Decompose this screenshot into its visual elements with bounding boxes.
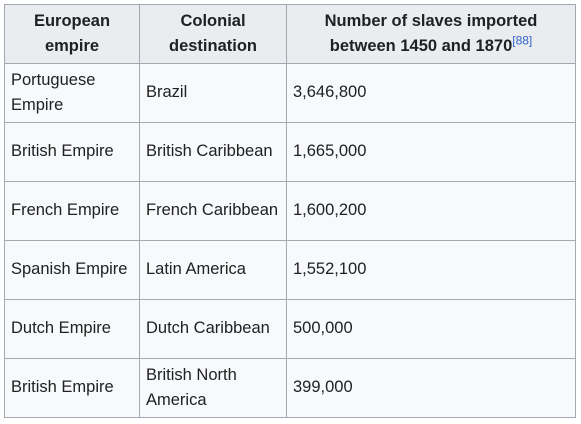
cell-destination: Brazil: [139, 63, 287, 123]
cell-empire: Spanish Empire: [4, 240, 140, 300]
table-container: European empire Colonial destination Num…: [4, 4, 576, 418]
cell-destination: Latin America: [139, 240, 287, 300]
table-row: British Empire British North America 399…: [4, 358, 576, 418]
cell-empire: British Empire: [4, 122, 140, 182]
cell-destination: British North America: [139, 358, 287, 418]
table-row: Spanish Empire Latin America 1,552,100: [4, 240, 576, 300]
cell-slaves: 1,600,200: [286, 181, 576, 241]
cell-destination: British Caribbean: [139, 122, 287, 182]
table-row: French Empire French Caribbean 1,600,200: [4, 181, 576, 241]
cell-destination: French Caribbean: [139, 181, 287, 241]
header-colonial-destination[interactable]: Colonial destination: [139, 4, 287, 64]
cell-empire: French Empire: [4, 181, 140, 241]
cell-empire: Portuguese Empire: [4, 63, 140, 123]
cell-slaves: 1,665,000: [286, 122, 576, 182]
cell-slaves: 3,646,800: [286, 63, 576, 123]
cell-slaves: 399,000: [286, 358, 576, 418]
table-row: British Empire British Caribbean 1,665,0…: [4, 122, 576, 182]
cell-destination: Dutch Caribbean: [139, 299, 287, 359]
header-european-empire[interactable]: European empire: [4, 4, 140, 64]
header-number-of-slaves-label: Number of slaves imported between 1450 a…: [324, 11, 538, 56]
table-header-row: European empire Colonial destination Num…: [4, 4, 576, 64]
header-number-of-slaves[interactable]: Number of slaves imported between 1450 a…: [286, 4, 576, 64]
table-row: Portuguese Empire Brazil 3,646,800: [4, 63, 576, 123]
table-row: Dutch Empire Dutch Caribbean 500,000: [4, 299, 576, 359]
slave-imports-table: European empire Colonial destination Num…: [4, 4, 576, 418]
cell-empire: British Empire: [4, 358, 140, 418]
reference-link-88[interactable]: [88]: [512, 33, 533, 48]
cell-slaves: 1,552,100: [286, 240, 576, 300]
cell-empire: Dutch Empire: [4, 299, 140, 359]
cell-slaves: 500,000: [286, 299, 576, 359]
